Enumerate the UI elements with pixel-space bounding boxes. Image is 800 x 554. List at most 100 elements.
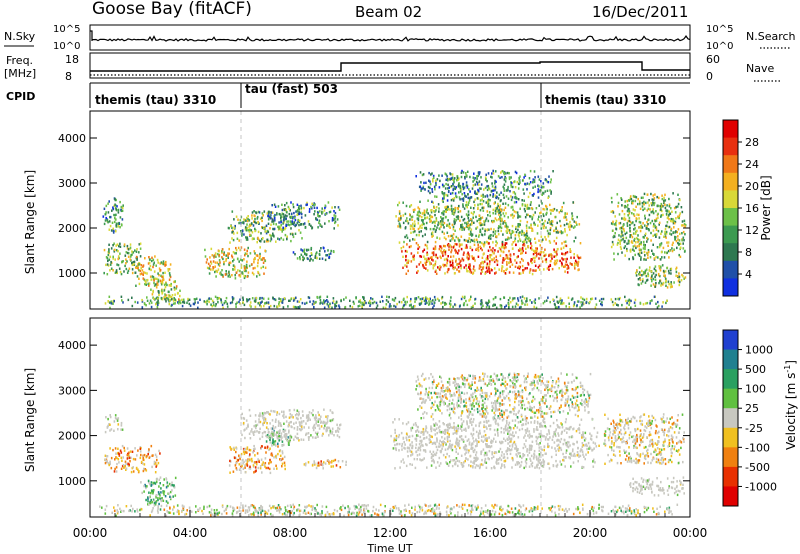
- heatmap-cell: [492, 212, 494, 215]
- heatmap-cell: [306, 203, 308, 206]
- heatmap-cell: [526, 231, 528, 235]
- heatmap-cell: [476, 197, 479, 200]
- heatmap-cell: [492, 208, 495, 212]
- heatmap-cell: [555, 262, 558, 265]
- heatmap-cell: [517, 255, 519, 258]
- heatmap-cell: [151, 454, 153, 457]
- heatmap-cell: [264, 225, 267, 229]
- heatmap-cell: [471, 239, 474, 242]
- heatmap-cell: [664, 232, 666, 235]
- heatmap-cell: [227, 256, 229, 259]
- heatmap-cell: [384, 306, 387, 309]
- heatmap-cell: [429, 256, 432, 259]
- heatmap-cell: [494, 187, 497, 190]
- heatmap-cell: [425, 181, 427, 184]
- heatmap-cell: [656, 204, 659, 208]
- heatmap-cell: [109, 447, 111, 450]
- freq-trace: [90, 61, 690, 72]
- heatmap-cell: [255, 460, 258, 464]
- heatmap-cell: [503, 453, 505, 456]
- heatmap-cell: [126, 247, 129, 250]
- heatmap-cell: [481, 248, 483, 252]
- heatmap-cell: [111, 221, 114, 224]
- heatmap-cell: [473, 238, 476, 241]
- heatmap-cell: [328, 305, 331, 308]
- heatmap-cell: [663, 199, 665, 202]
- heatmap-cell: [517, 303, 519, 307]
- heatmap-cell: [529, 191, 531, 195]
- heatmap-cell: [507, 257, 509, 260]
- heatmap-cell: [659, 280, 661, 283]
- heatmap-cell: [555, 254, 557, 258]
- heatmap-cell: [440, 256, 442, 260]
- heatmap-cell: [655, 235, 657, 238]
- heatmap-cell: [246, 260, 248, 263]
- heatmap-cell: [452, 233, 455, 236]
- heatmap-cell: [320, 463, 322, 466]
- heatmap-cell: [434, 188, 436, 191]
- heatmap-cell: [120, 272, 123, 276]
- heatmap-cell: [153, 277, 155, 280]
- heatmap-cell: [158, 478, 161, 481]
- heatmap-cell: [515, 200, 518, 204]
- heatmap-cell: [521, 295, 524, 298]
- heatmap-cell: [676, 246, 678, 250]
- heatmap-cell: [537, 190, 539, 194]
- heatmap-cell: [443, 197, 445, 200]
- heatmap-cell: [276, 467, 278, 470]
- heatmap-cell: [144, 282, 146, 286]
- heatmap-cell: [333, 214, 335, 217]
- heatmap-cell: [429, 227, 432, 231]
- heatmap-cell: [482, 200, 485, 203]
- heatmap-cell: [292, 205, 295, 209]
- heatmap-cell: [154, 471, 157, 474]
- heatmap-cell: [246, 216, 248, 220]
- heatmap-cell: [422, 265, 425, 268]
- heatmap-cell: [464, 435, 467, 438]
- heatmap-cell: [622, 224, 624, 227]
- heatmap-cell: [488, 457, 490, 461]
- heatmap-cell: [154, 482, 157, 485]
- heatmap-cell: [361, 303, 364, 307]
- heatmap-cell: [298, 410, 300, 414]
- heatmap-cell: [269, 227, 271, 230]
- heatmap-cell: [109, 269, 111, 272]
- heatmap-cell: [276, 437, 279, 440]
- heatmap-cell: [244, 428, 246, 431]
- heatmap-cell: [542, 225, 545, 229]
- heatmap-cell: [442, 213, 445, 216]
- heatmap-cell: [436, 178, 439, 181]
- heatmap-cell: [419, 226, 421, 229]
- heatmap-cell: [169, 275, 172, 279]
- heatmap-cell: [526, 297, 528, 300]
- heatmap-cell: [501, 265, 504, 268]
- heatmap-cell: [477, 183, 480, 186]
- heatmap-cell: [629, 197, 632, 200]
- heatmap-cell: [651, 279, 653, 283]
- heatmap-cell: [296, 409, 299, 412]
- heatmap-cell: [433, 220, 435, 224]
- heatmap-cell: [634, 195, 637, 198]
- heatmap-cell: [511, 299, 514, 302]
- heatmap-cell: [479, 171, 481, 174]
- heatmap-cell: [576, 223, 578, 226]
- heatmap-cell: [434, 270, 437, 273]
- heatmap-cell: [114, 417, 117, 420]
- heatmap-cell: [620, 247, 622, 250]
- heatmap-cell: [536, 253, 538, 256]
- heatmap-cell: [474, 183, 477, 186]
- heatmap-cell: [616, 243, 619, 246]
- heatmap-cell: [274, 298, 277, 302]
- heatmap-cell: [476, 175, 478, 178]
- heatmap-cell: [435, 217, 438, 220]
- heatmap-cell: [491, 453, 493, 456]
- freq-unit: [MHz]: [4, 67, 36, 80]
- heatmap-cell: [451, 173, 454, 176]
- heatmap-cell: [243, 276, 246, 280]
- heatmap-cell: [170, 295, 172, 299]
- heatmap-cell: [452, 238, 454, 241]
- heatmap-cell: [258, 297, 261, 300]
- heatmap-cell: [523, 466, 525, 470]
- heatmap-cell: [417, 247, 419, 250]
- heatmap-cell: [460, 188, 462, 191]
